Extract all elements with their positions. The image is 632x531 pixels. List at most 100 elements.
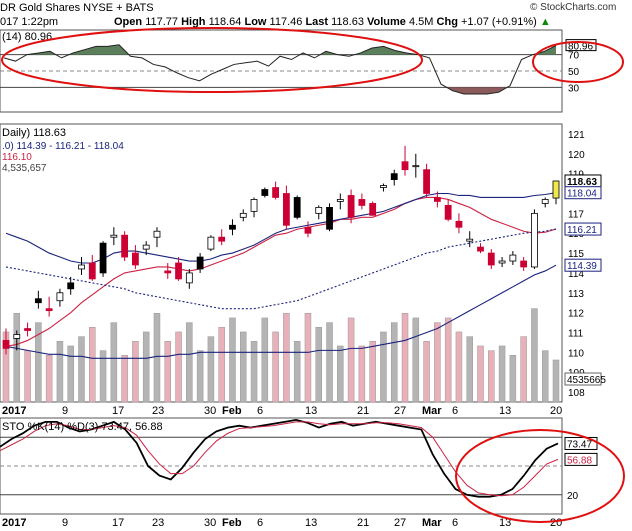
sto-tag-box bbox=[564, 452, 598, 466]
volume-bar bbox=[89, 327, 96, 403]
price-tick-label: 113 bbox=[568, 289, 584, 300]
x-tick-label-bottom: 13 bbox=[305, 517, 317, 529]
price-tick-label: 111 bbox=[568, 329, 584, 340]
volume-tag-box bbox=[564, 372, 602, 386]
volume-bar bbox=[477, 345, 484, 403]
volume-bar bbox=[35, 322, 42, 403]
volume-label: Volume bbox=[367, 16, 406, 28]
volume-value: 4.5M bbox=[409, 16, 434, 28]
candle-body bbox=[423, 169, 430, 194]
candle-body bbox=[67, 282, 75, 290]
quote-bar: Open 117.77 High 118.64 Low 117.46 Last … bbox=[114, 16, 551, 28]
x-tick-label: 20 bbox=[550, 405, 562, 417]
candle-body bbox=[358, 199, 366, 206]
volume-bar bbox=[67, 345, 74, 403]
volume-bar bbox=[520, 336, 527, 403]
price-tag-label: 118.04 bbox=[567, 189, 597, 200]
price-tick-label: 108 bbox=[568, 388, 585, 399]
candle-body bbox=[56, 292, 64, 302]
volume-bar bbox=[132, 341, 139, 403]
volume-bar bbox=[380, 331, 387, 403]
volume-bar bbox=[164, 341, 172, 403]
sto-tick-label: 73.47 bbox=[567, 439, 592, 450]
volume-bar bbox=[541, 350, 549, 403]
volume-bar bbox=[304, 313, 312, 403]
candle-body bbox=[24, 328, 31, 331]
x-tick-label-bottom: 17 bbox=[112, 517, 124, 529]
volume-bar bbox=[552, 359, 560, 403]
candle-body bbox=[520, 260, 528, 268]
rsi-tick-label: 80.96 bbox=[568, 42, 593, 53]
candle-body bbox=[13, 334, 21, 339]
volume-bar bbox=[498, 345, 506, 403]
x-tick-label: 17 bbox=[112, 405, 124, 417]
candle-body bbox=[336, 199, 344, 202]
volume-bar bbox=[531, 308, 538, 403]
volume-bar bbox=[250, 341, 258, 403]
low-value: 117.46 bbox=[269, 16, 303, 28]
x-tick-label: 23 bbox=[152, 405, 164, 417]
volume-bar bbox=[24, 350, 31, 403]
candle-body bbox=[433, 197, 441, 202]
volume-bar bbox=[240, 331, 247, 403]
x-tick-label: 30 bbox=[204, 405, 216, 417]
chart-date: 017 1:22pm bbox=[0, 16, 59, 28]
candle-body bbox=[121, 234, 129, 258]
x-tick-label: 13 bbox=[305, 405, 317, 417]
price-tick-label: 112 bbox=[568, 309, 584, 320]
candle-body bbox=[239, 212, 247, 218]
panel-frame-1 bbox=[0, 123, 563, 403]
volume-bar bbox=[337, 345, 344, 403]
candle-body bbox=[78, 264, 85, 270]
rsi-overbought-fill bbox=[27, 44, 556, 55]
x-tick-label: 21 bbox=[357, 405, 369, 417]
rsi-tick-label: 70 bbox=[568, 51, 580, 62]
candle-body bbox=[552, 180, 560, 199]
volume-bar bbox=[466, 336, 473, 403]
high-value: 118.64 bbox=[208, 16, 242, 28]
chg-label: Chg bbox=[436, 16, 458, 28]
volume-bar bbox=[196, 350, 204, 403]
volume-bar bbox=[293, 341, 301, 403]
sto-d-line bbox=[0, 421, 559, 497]
volume-bar bbox=[45, 355, 53, 403]
volume-bar bbox=[488, 350, 495, 403]
brand-watermark[interactable]: © StockCharts.com bbox=[530, 2, 617, 13]
high-label: High bbox=[181, 16, 206, 28]
candle-body bbox=[88, 262, 96, 280]
candle-body bbox=[477, 246, 484, 252]
rsi-line bbox=[3, 44, 557, 95]
candle-body bbox=[2, 340, 10, 349]
volume-bar bbox=[401, 313, 409, 403]
sto-tag-box bbox=[565, 488, 597, 501]
x-tick-label: 27 bbox=[394, 405, 406, 417]
x-tick-label-bottom: 27 bbox=[394, 517, 406, 529]
candle-body bbox=[455, 220, 463, 228]
x-tick-label-bottom: 30 bbox=[204, 517, 216, 529]
candle-body bbox=[412, 165, 420, 168]
candle-body bbox=[282, 193, 290, 226]
candle-body bbox=[444, 205, 452, 220]
x-tick-label-bottom: 6 bbox=[452, 517, 458, 529]
sto-tick-label: 20 bbox=[567, 491, 579, 502]
volume-bar bbox=[369, 341, 376, 403]
volume-bar bbox=[315, 327, 322, 403]
price-tag-label: 116.21 bbox=[567, 225, 597, 236]
volume-bar bbox=[142, 331, 150, 403]
volume-bar bbox=[283, 313, 290, 403]
candle-body bbox=[315, 206, 323, 214]
last-value: 118.63 bbox=[331, 16, 364, 28]
volume-bar bbox=[110, 322, 118, 403]
x-tick-label: 6 bbox=[452, 405, 458, 417]
x-tick-label-bottom: Mar bbox=[422, 517, 442, 529]
volume-bar bbox=[175, 331, 182, 403]
chart-title: DR Gold Shares NYSE + BATS bbox=[0, 2, 154, 14]
x-tick-label-bottom: 13 bbox=[499, 517, 511, 529]
sto-label: STO %K(14) %D(3) 73.47, 56.88 bbox=[2, 421, 163, 433]
volume-tag-label: 4535665 bbox=[567, 375, 606, 386]
annotation-ellipse-rsi bbox=[1, 27, 423, 93]
candle-body bbox=[541, 199, 549, 204]
x-tick-label-bottom: 9 bbox=[62, 517, 68, 529]
rsi-oversold-fill bbox=[446, 87, 508, 94]
last-label: Last bbox=[305, 16, 329, 28]
